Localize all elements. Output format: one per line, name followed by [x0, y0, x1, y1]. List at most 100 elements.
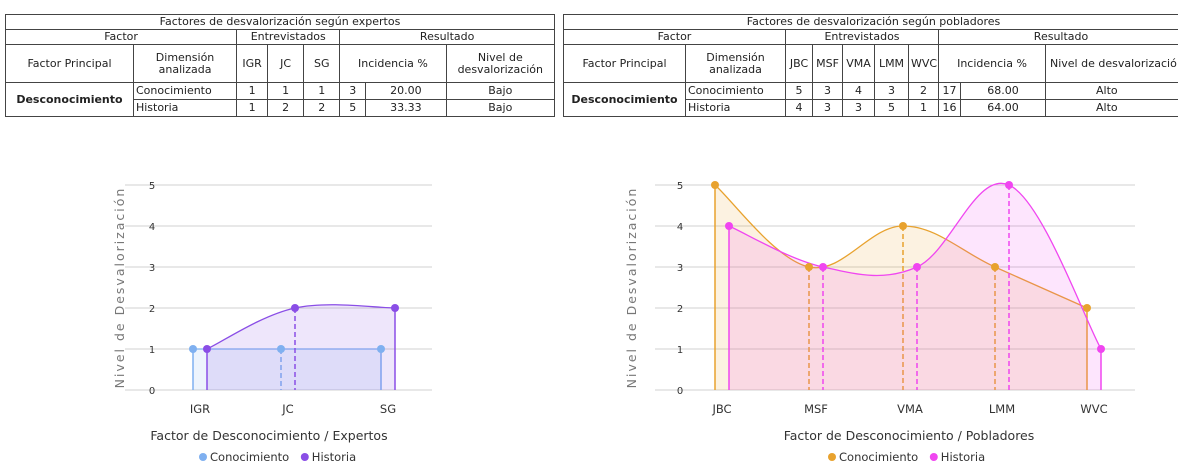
x-tick-label: JBC [711, 402, 731, 416]
data-point [819, 263, 827, 271]
legend-marker [301, 453, 309, 461]
value-cell: 1 [237, 83, 268, 100]
y-axis-label: Nivel de Desvalorización [112, 187, 127, 389]
y-axis-label: Nivel de Desvalorización [624, 187, 639, 389]
x-tick-label: LMM [989, 402, 1015, 416]
header-factor: Factor [6, 30, 237, 45]
table-title: Factores de desvalorización según expert… [6, 15, 555, 30]
y-tick-label: 2 [149, 304, 155, 315]
x-tick-label: VMA [897, 402, 923, 416]
header-resultado: Resultado [939, 30, 1178, 45]
data-point [1097, 345, 1105, 353]
header-col: WVC [909, 45, 939, 83]
value-cell: 3 [813, 100, 843, 117]
header-col: MSF [813, 45, 843, 83]
data-point [277, 345, 285, 353]
value-cell: 2 [268, 100, 304, 117]
pct-cell: 20.00 [366, 83, 446, 100]
data-point [991, 263, 999, 271]
value-cell: 5 [875, 100, 909, 117]
factor-cell: Desconocimiento [564, 83, 686, 117]
count-cell: 5 [340, 100, 366, 117]
data-point [391, 304, 399, 312]
y-tick-label: 5 [149, 181, 155, 192]
header-col: LMM [875, 45, 909, 83]
header-col: SG [304, 45, 340, 83]
data-point [899, 222, 907, 230]
count-cell: 3 [340, 83, 366, 100]
nivel-cell: Alto [1046, 100, 1178, 117]
header-factor: Factor [564, 30, 786, 45]
data-point [1005, 181, 1013, 189]
y-tick-label: 3 [149, 263, 155, 274]
table-expertos: Factores de desvalorización según expert… [5, 14, 555, 117]
header-entrevistados: Entrevistados [237, 30, 340, 45]
value-cell: 3 [875, 83, 909, 100]
dimension-cell: Conocimiento [686, 83, 786, 100]
data-point [291, 304, 299, 312]
value-cell: 2 [909, 83, 939, 100]
x-tick-label: SG [380, 402, 396, 416]
pct-cell: 64.00 [961, 100, 1046, 117]
y-tick-label: 3 [677, 263, 683, 274]
data-point [913, 263, 921, 271]
legend-marker [930, 453, 938, 461]
data-point [189, 345, 197, 353]
header-col: JBC [786, 45, 813, 83]
y-tick-label: 4 [677, 222, 683, 233]
chart-pobladores: 0 1 2 3 4 5 JBC MSF VMA LMM WVC Factor de Desconoci… [610, 165, 1170, 465]
header-factor-principal: Factor Principal [564, 45, 686, 83]
table-title: Factores de desvalorización según poblad… [564, 15, 1178, 30]
data-point [1083, 304, 1091, 312]
legend-marker [199, 453, 207, 461]
header-col: JC [268, 45, 304, 83]
value-cell: 1 [268, 83, 304, 100]
value-cell: 4 [843, 83, 875, 100]
value-cell: 3 [813, 83, 843, 100]
pct-cell: 68.00 [961, 83, 1046, 100]
y-tick-label: 1 [149, 345, 155, 356]
value-cell: 3 [843, 100, 875, 117]
value-cell: 4 [786, 100, 813, 117]
y-tick-label: 0 [149, 386, 155, 397]
legend-marker [828, 453, 836, 461]
x-tick-label: JC [281, 402, 293, 416]
count-cell: 16 [939, 100, 961, 117]
y-tick-label: 0 [677, 386, 683, 397]
data-point [203, 345, 211, 353]
header-dimension: Dimensión analizada [686, 45, 786, 83]
data-point [711, 181, 719, 189]
header-col: VMA [843, 45, 875, 83]
data-point [805, 263, 813, 271]
nivel-cell: Bajo [446, 83, 554, 100]
x-tick-label: MSF [804, 402, 828, 416]
value-cell: 1 [237, 100, 268, 117]
value-cell: 1 [304, 83, 340, 100]
y-tick-label: 1 [677, 345, 683, 356]
x-tick-label: WVC [1080, 402, 1107, 416]
data-point [725, 222, 733, 230]
header-dimension: Dimensión analizada [133, 45, 236, 83]
header-incidencia: Incidencia % [939, 45, 1046, 83]
x-axis-label: Factor de Desconocimiento / Expertos [150, 428, 387, 443]
dimension-cell: Historia [133, 100, 236, 117]
series-area [729, 183, 1101, 390]
dimension-cell: Historia [686, 100, 786, 117]
y-tick-label: 5 [677, 181, 683, 192]
header-entrevistados: Entrevistados [786, 30, 939, 45]
series-area [207, 305, 395, 390]
header-resultado: Resultado [340, 30, 555, 45]
header-col: IGR [237, 45, 268, 83]
nivel-cell: Bajo [446, 100, 554, 117]
table-pobladores: Factores de desvalorización según poblad… [563, 14, 1178, 117]
header-incidencia: Incidencia % [340, 45, 446, 83]
x-axis-label: Factor de Desconocimiento / Pobladores [784, 428, 1035, 443]
dimension-cell: Conocimiento [133, 83, 236, 100]
y-tick-label: 2 [677, 304, 683, 315]
header-nivel: Nivel de desvalorizació [1046, 45, 1178, 83]
data-point [377, 345, 385, 353]
count-cell: 17 [939, 83, 961, 100]
nivel-cell: Alto [1046, 83, 1178, 100]
y-tick-label: 4 [149, 222, 155, 233]
